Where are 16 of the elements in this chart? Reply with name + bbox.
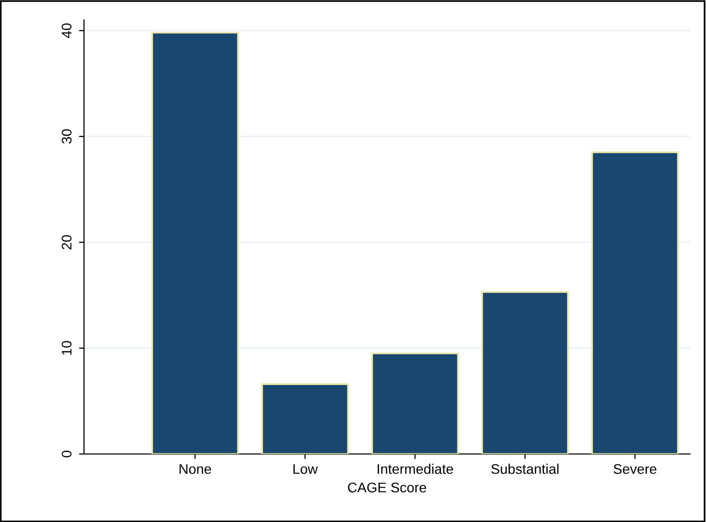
x-tick-label: Substantial xyxy=(491,464,558,474)
y-tick-label: 30 xyxy=(62,129,72,144)
y-tick-label: 10 xyxy=(62,340,72,355)
y-tick-label: 40 xyxy=(62,23,72,38)
bar xyxy=(151,32,239,454)
bar xyxy=(481,291,569,454)
bar xyxy=(591,151,679,454)
y-tick-label: 0 xyxy=(62,450,72,458)
x-tick-label: Intermediate xyxy=(378,464,454,474)
bar xyxy=(261,383,349,454)
bar xyxy=(371,352,459,454)
y-tick-label: 20 xyxy=(62,235,72,250)
x-axis-title: CAGE Score xyxy=(348,482,426,492)
x-tick-label: Severe xyxy=(614,464,656,474)
x-tick-label: Low xyxy=(293,464,318,474)
x-tick-label: None xyxy=(180,464,212,474)
